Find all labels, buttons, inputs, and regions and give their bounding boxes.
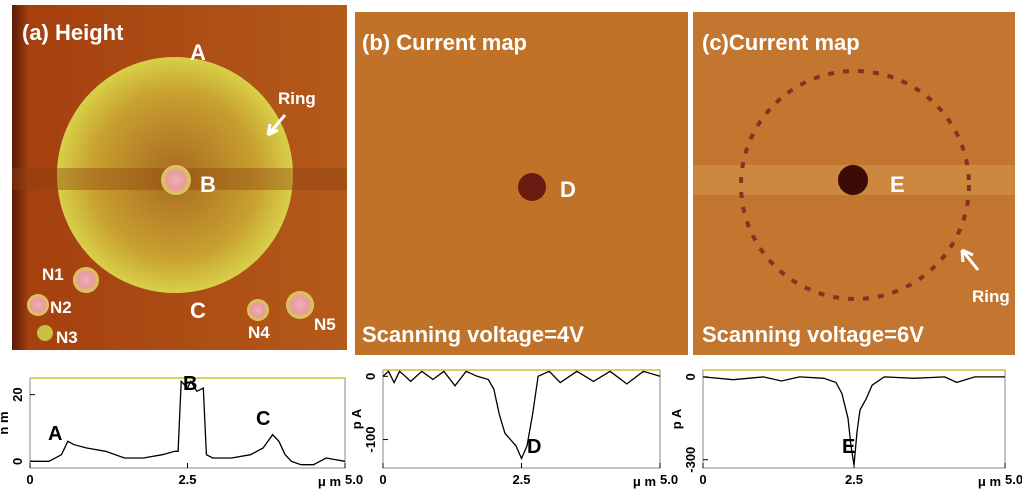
y-axis-label: p A: [669, 408, 684, 429]
y-axis-label: p A: [349, 408, 364, 429]
panel-title: (c)Current map: [702, 30, 860, 55]
dot: [161, 165, 191, 195]
panel-title: (b) Current map: [362, 30, 527, 55]
x-axis-label: μ m: [633, 474, 656, 489]
label: B: [200, 172, 216, 197]
caption: Scanning voltage=4V: [362, 322, 584, 347]
dot: [37, 325, 53, 341]
x-tick-label: 5.0: [660, 472, 678, 487]
panel-a: (a) Height A Ring B N1 N2 N3 C N4 N5: [12, 5, 347, 350]
label: E: [890, 172, 905, 197]
annotation: C: [256, 408, 270, 430]
dot: [838, 165, 868, 195]
x-tick-label: 0: [26, 472, 33, 487]
panel-b: (b) Current map D Scanning voltage=4V: [355, 12, 688, 355]
x-tick-label: 5.0: [345, 472, 363, 487]
x-tick-label: 0: [379, 472, 386, 487]
x-tick-label: 2.5: [512, 472, 530, 487]
x-tick-label: 2.5: [845, 472, 863, 487]
label: N4: [248, 323, 270, 342]
figure: (a) Height A Ring B N1 N2 N3 C N4 N5 (b)…: [0, 0, 1022, 493]
dot: [518, 173, 546, 201]
y-tick-label: 0: [363, 373, 378, 380]
dot: [73, 267, 99, 293]
y-axis-label: n m: [0, 411, 11, 434]
caption: Scanning voltage=6V: [702, 322, 924, 347]
dot: [286, 291, 314, 319]
annotation: E: [842, 436, 855, 458]
annotation: D: [527, 436, 541, 458]
dot: [247, 299, 269, 321]
x-axis-label: μ m: [978, 474, 1001, 489]
x-tick-label: 0: [699, 472, 706, 487]
label: A: [190, 40, 206, 65]
label: C: [190, 298, 206, 323]
label: N1: [42, 265, 64, 284]
plot-frame: [383, 370, 660, 468]
label: N3: [56, 328, 78, 347]
y-tick-label: -100: [363, 427, 378, 453]
label: D: [560, 177, 576, 202]
y-tick-label: 20: [10, 387, 25, 401]
annotation: B: [183, 373, 197, 395]
y-tick-label: 0: [683, 373, 698, 380]
panel-title: (a) Height: [22, 20, 124, 45]
y-tick-label: 0: [10, 458, 25, 465]
dot: [27, 294, 49, 316]
label: N5: [314, 315, 336, 334]
label: Ring: [972, 287, 1010, 306]
label: Ring: [278, 89, 316, 108]
panel-c: (c)Current map E Ring Scanning voltage=6…: [693, 12, 1015, 355]
y-tick-label: -300: [683, 447, 698, 473]
label: N2: [50, 298, 72, 317]
annotation: A: [48, 423, 62, 445]
x-axis-label: μ m: [318, 474, 341, 489]
profile-line: [383, 371, 660, 458]
x-tick-label: 2.5: [178, 472, 196, 487]
x-tick-label: 5.0: [1005, 472, 1022, 487]
